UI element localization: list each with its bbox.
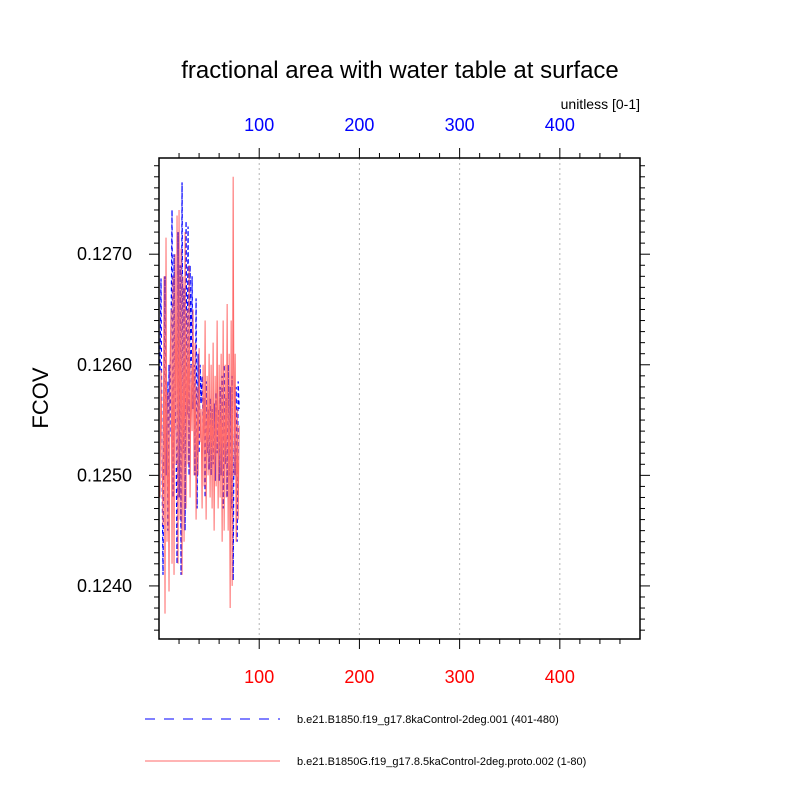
- x-tick-label-bottom: 400: [545, 667, 575, 687]
- chart-title: fractional area with water table at surf…: [181, 57, 619, 84]
- x-tick-label-bottom: 100: [244, 667, 274, 687]
- series-group: [159, 176, 240, 614]
- x-tick-label-bottom: 300: [445, 667, 475, 687]
- x-tick-label-bottom: 200: [344, 667, 374, 687]
- legend: b.e21.B1850.f19_g17.8kaControl-2deg.001 …: [145, 714, 586, 768]
- axis-ticks: [149, 148, 650, 649]
- legend-label: b.e21.B1850.f19_g17.8kaControl-2deg.001 …: [297, 714, 559, 726]
- legend-label: b.e21.B1850G.f19_g17.8.5kaControl-2deg.p…: [297, 756, 586, 768]
- units-label: unitless [0-1]: [561, 96, 640, 112]
- y-axis-label: FCOV: [28, 367, 53, 428]
- x-tick-label-top: 400: [545, 115, 575, 135]
- x-tick-label-top: 200: [344, 115, 374, 135]
- grid-lines: [258, 158, 561, 639]
- series-line: [159, 176, 240, 614]
- x-tick-label-top: 300: [445, 115, 475, 135]
- y-tick-label: 0.1250: [77, 465, 132, 485]
- y-tick-label: 0.1270: [77, 244, 132, 264]
- y-tick-label: 0.1260: [77, 355, 132, 375]
- x-tick-label-top: 100: [244, 115, 274, 135]
- tick-labels: 0.1240 0.1250 0.1260 0.1270 100 100 200 200 300 3…: [77, 115, 575, 687]
- y-tick-label: 0.1240: [77, 576, 132, 596]
